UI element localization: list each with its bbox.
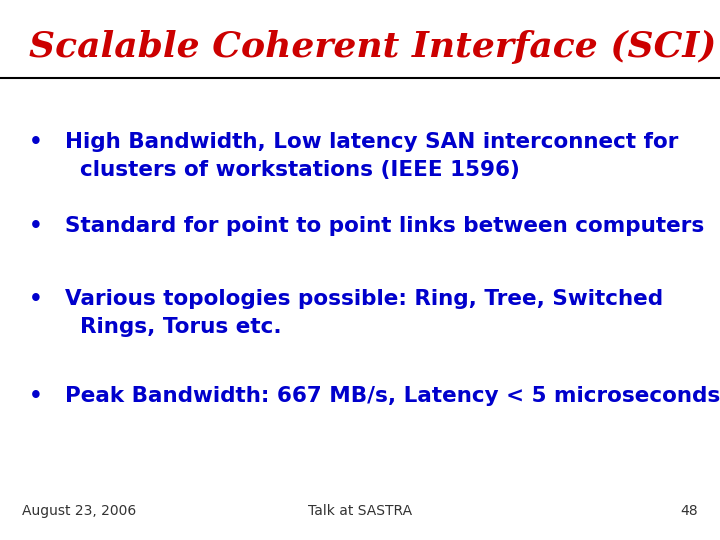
Text: •: • bbox=[29, 289, 42, 309]
Text: •: • bbox=[29, 132, 42, 152]
Text: 48: 48 bbox=[681, 504, 698, 518]
Text: Peak Bandwidth: 667 MB/s, Latency < 5 microseconds: Peak Bandwidth: 667 MB/s, Latency < 5 mi… bbox=[65, 386, 720, 406]
Text: Scalable Coherent Interface (SCI): Scalable Coherent Interface (SCI) bbox=[29, 30, 716, 64]
Text: •: • bbox=[29, 386, 42, 406]
Text: Various topologies possible: Ring, Tree, Switched
  Rings, Torus etc.: Various topologies possible: Ring, Tree,… bbox=[65, 289, 663, 337]
Text: High Bandwidth, Low latency SAN interconnect for
  clusters of workstations (IEE: High Bandwidth, Low latency SAN intercon… bbox=[65, 132, 678, 180]
Text: August 23, 2006: August 23, 2006 bbox=[22, 504, 136, 518]
Text: •: • bbox=[29, 216, 42, 236]
Text: Standard for point to point links between computers: Standard for point to point links betwee… bbox=[65, 216, 704, 236]
Text: Talk at SASTRA: Talk at SASTRA bbox=[308, 504, 412, 518]
